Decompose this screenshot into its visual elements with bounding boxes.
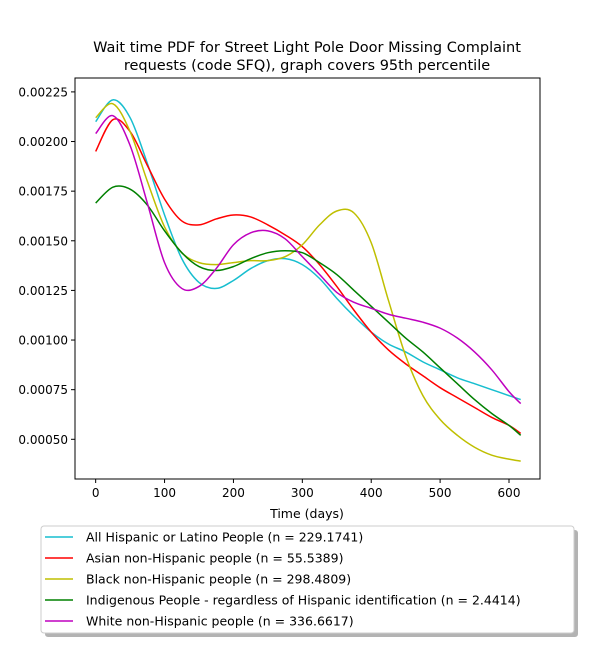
legend: All Hispanic or Latino People (n = 229.1… bbox=[40, 525, 578, 637]
legend-box bbox=[40, 525, 575, 634]
series-layer bbox=[95, 99, 522, 462]
chart-title-line-1: Wait time PDF for Street Light Pole Door… bbox=[93, 40, 521, 56]
x-tick-label: 0 bbox=[92, 486, 100, 500]
y-tick-label: 0.00175 bbox=[18, 185, 68, 199]
series-line-5 bbox=[95, 114, 522, 405]
x-axis-label: Time (days) bbox=[269, 506, 344, 521]
y-tick-label: 0.00125 bbox=[18, 284, 68, 298]
series-line-1 bbox=[95, 99, 521, 401]
x-tick-label: 200 bbox=[222, 486, 245, 500]
legend-label-4: Indigenous People - regardless of Hispan… bbox=[86, 593, 521, 608]
plot-frame bbox=[74, 77, 541, 480]
legend-label-3: Black non-Hispanic people (n = 298.4809) bbox=[86, 572, 351, 587]
series-line-3 bbox=[95, 102, 521, 462]
x-tick-label: 400 bbox=[360, 486, 383, 500]
x-axis: 0 100 200 300 400 500 600 bbox=[92, 479, 521, 500]
y-tick-label: 0.00150 bbox=[18, 234, 68, 248]
y-tick-label: 0.00100 bbox=[18, 334, 68, 348]
chart-title-line-2: requests (code SFQ), graph covers 95th p… bbox=[124, 58, 490, 74]
x-tick-label: 100 bbox=[153, 486, 176, 500]
series-line-4 bbox=[95, 185, 522, 436]
y-tick-label: 0.00225 bbox=[18, 85, 68, 99]
x-tick-label: 600 bbox=[498, 486, 521, 500]
legend-label-2: Asian non-Hispanic people (n = 55.5389) bbox=[86, 551, 343, 566]
legend-label-1: All Hispanic or Latino People (n = 229.1… bbox=[86, 530, 363, 545]
y-tick-label: 0.00075 bbox=[18, 383, 68, 397]
x-tick-label: 300 bbox=[291, 486, 314, 500]
legend-label-5: White non-Hispanic people (n = 336.6617) bbox=[86, 614, 354, 629]
y-axis: 0.00050 0.00075 0.00100 0.00125 0.00150 0.001… bbox=[18, 85, 75, 447]
y-tick-label: 0.00050 bbox=[18, 433, 68, 447]
legend-items: All Hispanic or Latino People (n = 229.1… bbox=[45, 530, 521, 629]
series-line-2 bbox=[95, 118, 522, 434]
y-tick-label: 0.00200 bbox=[18, 135, 68, 149]
x-tick-label: 500 bbox=[429, 486, 452, 500]
